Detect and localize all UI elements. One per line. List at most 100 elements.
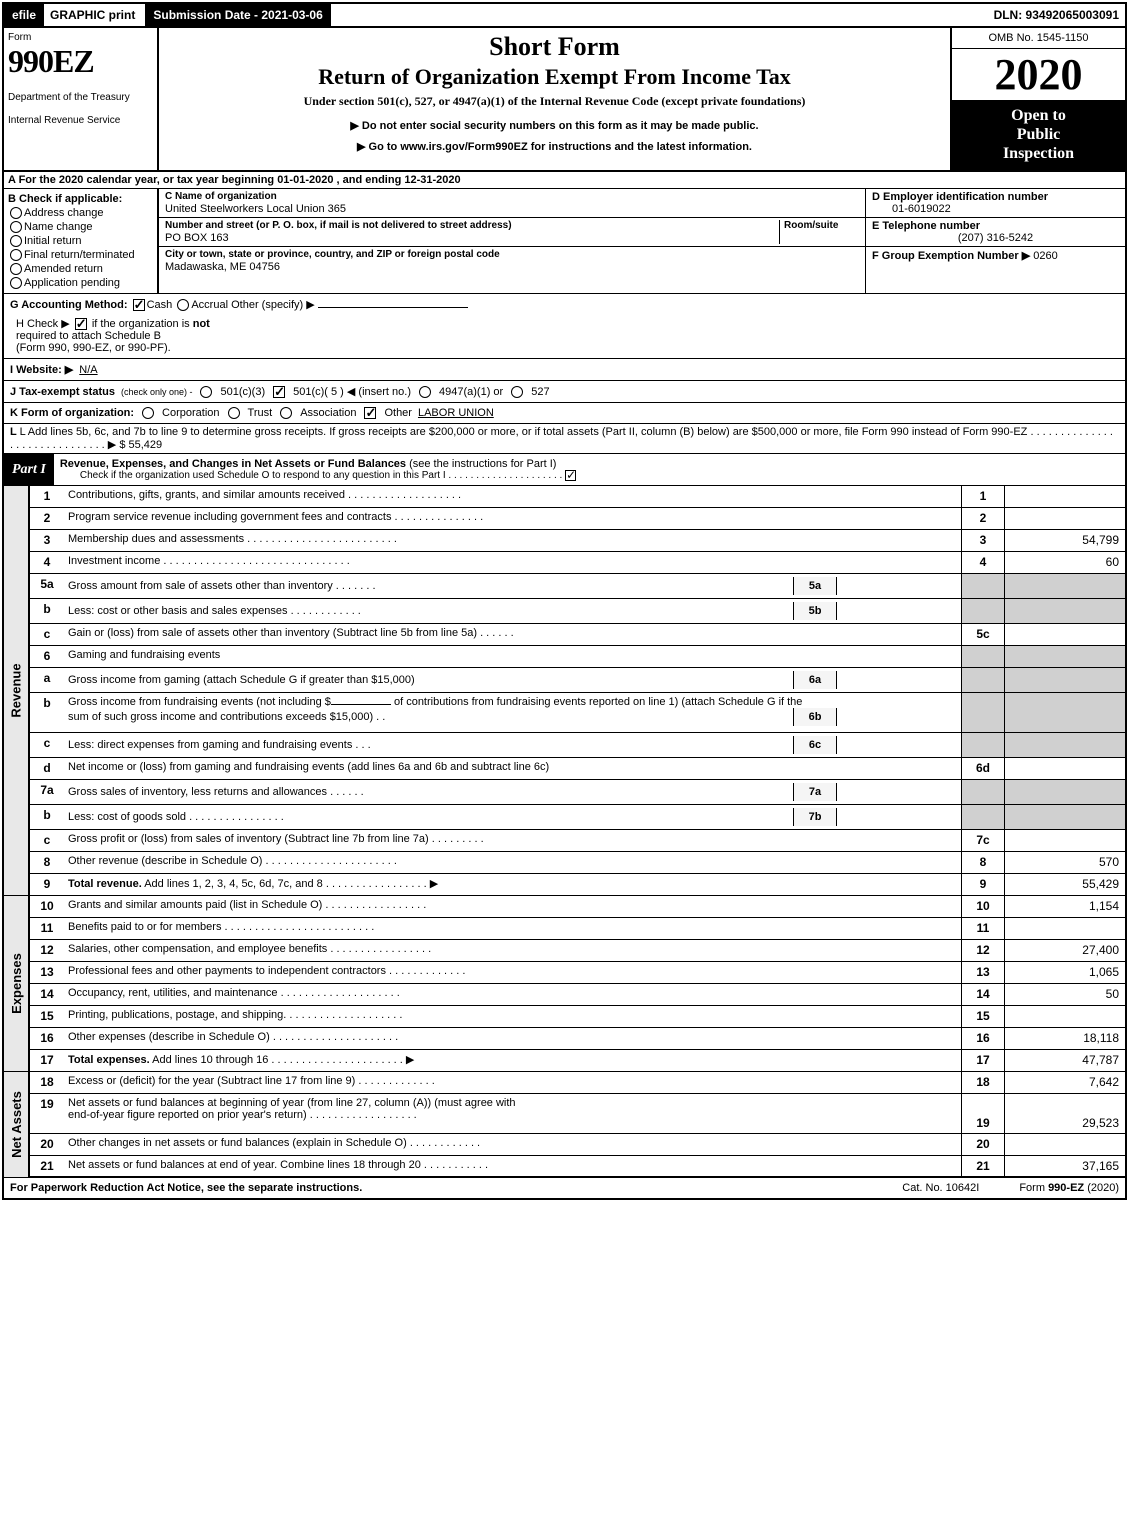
line-21: 21 Net assets or fund balances at end of… — [30, 1156, 1125, 1178]
i-label: I Website: ▶ — [10, 363, 73, 376]
line-16-amount: 18,118 — [1005, 1028, 1125, 1049]
city-value: Madawaska, ME 04756 — [165, 261, 859, 273]
corp-label: Corporation — [162, 407, 219, 419]
other-label: Other (specify) ▶ — [231, 299, 315, 311]
line-desc: Gross income from gaming (attach Schedul… — [68, 674, 793, 686]
part1-title-rest: (see the instructions for Part I) — [406, 458, 556, 470]
line-13: 13 Professional fees and other payments … — [30, 962, 1125, 984]
goto-line: ▶ Go to www.irs.gov/Form990EZ for instru… — [163, 140, 946, 153]
cash-checkbox[interactable] — [133, 299, 145, 311]
line-desc: Program service revenue including govern… — [68, 511, 391, 523]
i-website-row: I Website: ▶ N/A — [4, 359, 1125, 381]
h-text3: (Form 990, 990-EZ, or 990-PF). — [16, 342, 420, 354]
line-desc: Less: direct expenses from gaming and fu… — [68, 739, 352, 751]
street-value: PO BOX 163 — [165, 232, 779, 244]
line-7b: b Less: cost of goods sold . . . . . . .… — [30, 805, 1125, 830]
line-18: 18 Excess or (deficit) for the year (Sub… — [30, 1072, 1125, 1094]
line-desc: Gross sales of inventory, less returns a… — [68, 786, 327, 798]
ein-value: 01-6019022 — [872, 203, 1119, 215]
footer-right: Form 990-EZ (2020) — [1019, 1182, 1119, 1194]
omb-number: OMB No. 1545-1150 — [952, 28, 1125, 49]
accrual-radio[interactable] — [177, 299, 189, 311]
line-desc-bold: Total expenses. — [68, 1054, 150, 1066]
j-sub: (check only one) - — [121, 387, 193, 397]
corp-radio[interactable] — [142, 407, 154, 419]
part1-header: Part I Revenue, Expenses, and Changes in… — [4, 454, 1125, 486]
h-checkbox[interactable] — [75, 318, 87, 330]
title-box: Short Form Return of Organization Exempt… — [159, 28, 950, 170]
line-desc: Benefits paid to or for members — [68, 921, 221, 933]
room-suite-cell: Room/suite — [779, 220, 859, 244]
tax-year: 2020 — [952, 49, 1125, 100]
g-accounting: G Accounting Method: Cash Accrual Other … — [10, 298, 709, 311]
expenses-section: Expenses 10 Grants and similar amounts p… — [4, 896, 1125, 1072]
line-8-amount: 570 — [1005, 852, 1125, 873]
efile-button[interactable]: efile — [4, 4, 44, 26]
line-3: 3 Membership dues and assessments . . . … — [30, 530, 1125, 552]
line-6b: b Gross income from fundraising events (… — [30, 693, 1125, 733]
graphic-print-label: GRAPHIC print — [44, 8, 141, 22]
expenses-sidebar: Expenses — [4, 896, 30, 1072]
address-change-radio[interactable] — [10, 207, 22, 219]
h-check: H Check ▶ if the organization is not req… — [10, 317, 420, 354]
name-change-radio[interactable] — [10, 221, 22, 233]
address-change-label: Address change — [24, 207, 104, 219]
assoc-radio[interactable] — [280, 407, 292, 419]
line-desc: Printing, publications, postage, and shi… — [68, 1009, 286, 1021]
netassets-sidebar: Net Assets — [4, 1072, 30, 1178]
cash-label: Cash — [147, 299, 173, 311]
line-desc: Other expenses (describe in Schedule O) — [68, 1031, 270, 1043]
form-label: Form — [8, 32, 153, 43]
amended-return-radio[interactable] — [10, 263, 22, 275]
line-desc: Other changes in net assets or fund bala… — [68, 1137, 407, 1149]
501c3-radio[interactable] — [200, 386, 212, 398]
line-11: 11 Benefits paid to or for members . . .… — [30, 918, 1125, 940]
initial-return-label: Initial return — [24, 235, 81, 247]
line-5a: 5a Gross amount from sale of assets othe… — [30, 574, 1125, 599]
line-8: 8 Other revenue (describe in Schedule O)… — [30, 852, 1125, 874]
expenses-sidebar-text: Expenses — [9, 954, 24, 1015]
part1-title: Revenue, Expenses, and Changes in Net As… — [54, 454, 1125, 485]
line-4: 4 Investment income . . . . . . . . . . … — [30, 552, 1125, 574]
goto-prefix: ▶ Go to — [357, 141, 400, 153]
irs-link[interactable]: www.irs.gov/Form990EZ — [400, 141, 527, 153]
street-row: Number and street (or P. O. box, if mail… — [159, 218, 865, 247]
line-desc: Gaming and fundraising events — [64, 646, 961, 667]
org-name: United Steelworkers Local Union 365 — [165, 203, 859, 215]
line-desc: Less: cost of goods sold — [68, 811, 186, 823]
line-desc: Excess or (deficit) for the year (Subtra… — [68, 1075, 355, 1087]
f-label: F Group Exemption Number ▶ — [872, 250, 1030, 262]
line-desc: Net assets or fund balances at end of ye… — [68, 1159, 421, 1171]
line-10: 10 Grants and similar amounts paid (list… — [30, 896, 1125, 918]
trust-label: Trust — [248, 407, 273, 419]
line-desc: Net assets or fund balances at beginning… — [68, 1097, 957, 1109]
website-value: N/A — [79, 364, 97, 376]
part1-title-bold: Revenue, Expenses, and Changes in Net As… — [60, 458, 406, 470]
footer-cat: Cat. No. 10642I — [902, 1182, 979, 1194]
h-label: H Check ▶ — [16, 318, 70, 330]
527-radio[interactable] — [511, 386, 523, 398]
dept-irs: Internal Revenue Service — [8, 115, 153, 126]
final-return-label: Final return/terminated — [24, 249, 135, 261]
k-label: K Form of organization: — [10, 407, 134, 419]
line-desc: Gain or (loss) from sale of assets other… — [68, 627, 477, 639]
section-b-checkboxes: B Check if applicable: Address change Na… — [4, 189, 159, 294]
line-6d: d Net income or (loss) from gaming and f… — [30, 758, 1125, 780]
j-label: J Tax-exempt status — [10, 386, 115, 398]
ssn-notice: ▶ Do not enter social security numbers o… — [163, 119, 946, 132]
application-pending-radio[interactable] — [10, 277, 22, 289]
trust-radio[interactable] — [228, 407, 240, 419]
4947-radio[interactable] — [419, 386, 431, 398]
part1-schedule-o-checkbox[interactable] — [565, 470, 576, 481]
l-text: L Add lines 5b, 6c, and 7b to line 9 to … — [20, 426, 1028, 438]
501c-checkbox[interactable] — [273, 386, 285, 398]
net-assets-section: Net Assets 18 Excess or (deficit) for th… — [4, 1072, 1125, 1178]
other-specify-input[interactable] — [318, 307, 468, 308]
application-pending-label: Application pending — [24, 277, 120, 289]
other-org-checkbox[interactable] — [364, 407, 376, 419]
line-19-amount: 29,523 — [1005, 1094, 1125, 1133]
form-page: efile GRAPHIC print Submission Date - 20… — [2, 2, 1127, 1200]
initial-return-radio[interactable] — [10, 235, 22, 247]
line-desc: Other revenue (describe in Schedule O) — [68, 855, 262, 867]
final-return-radio[interactable] — [10, 249, 22, 261]
